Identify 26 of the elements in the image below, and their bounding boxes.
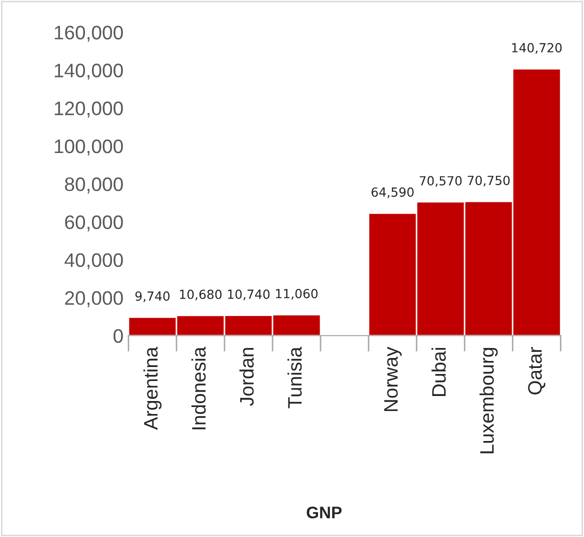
- x-tick-label: Qatar: [528, 347, 546, 394]
- y-tick-label: 120,000: [54, 102, 123, 118]
- y-tick-label: 140,000: [54, 64, 123, 80]
- y-tick-label: 160,000: [54, 26, 123, 42]
- x-axis-title: GNP: [306, 506, 342, 518]
- data-label: 11,060: [276, 288, 318, 300]
- y-tick-label: 20,000: [65, 291, 123, 308]
- x-tick-label: Norway: [384, 346, 402, 412]
- y-tick-label: 100,000: [54, 139, 123, 156]
- data-label: 10,740: [228, 289, 270, 300]
- x-tick-label: Dubai: [432, 348, 446, 396]
- y-tick-label: 40,000: [64, 253, 123, 270]
- x-tick-label: Argentina: [143, 346, 162, 430]
- x-tick-label: Tunisia: [287, 346, 302, 408]
- x-tick-label: Indonesia: [191, 346, 206, 430]
- y-tick-label: 60,000: [65, 215, 123, 232]
- data-label: 64,590: [372, 187, 414, 198]
- data-label: 10,680: [180, 290, 222, 300]
- x-tick-label: Luxembourg: [480, 348, 498, 454]
- data-label: 70,750: [468, 176, 510, 186]
- data-label: 9,740: [135, 291, 170, 302]
- data-label: 140,720: [512, 43, 562, 54]
- data-label: 70,570: [420, 176, 462, 187]
- x-tick-label: Jordan: [239, 348, 254, 406]
- y-tick-label: 80,000: [64, 177, 123, 194]
- y-tick-label: 0: [114, 329, 123, 343]
